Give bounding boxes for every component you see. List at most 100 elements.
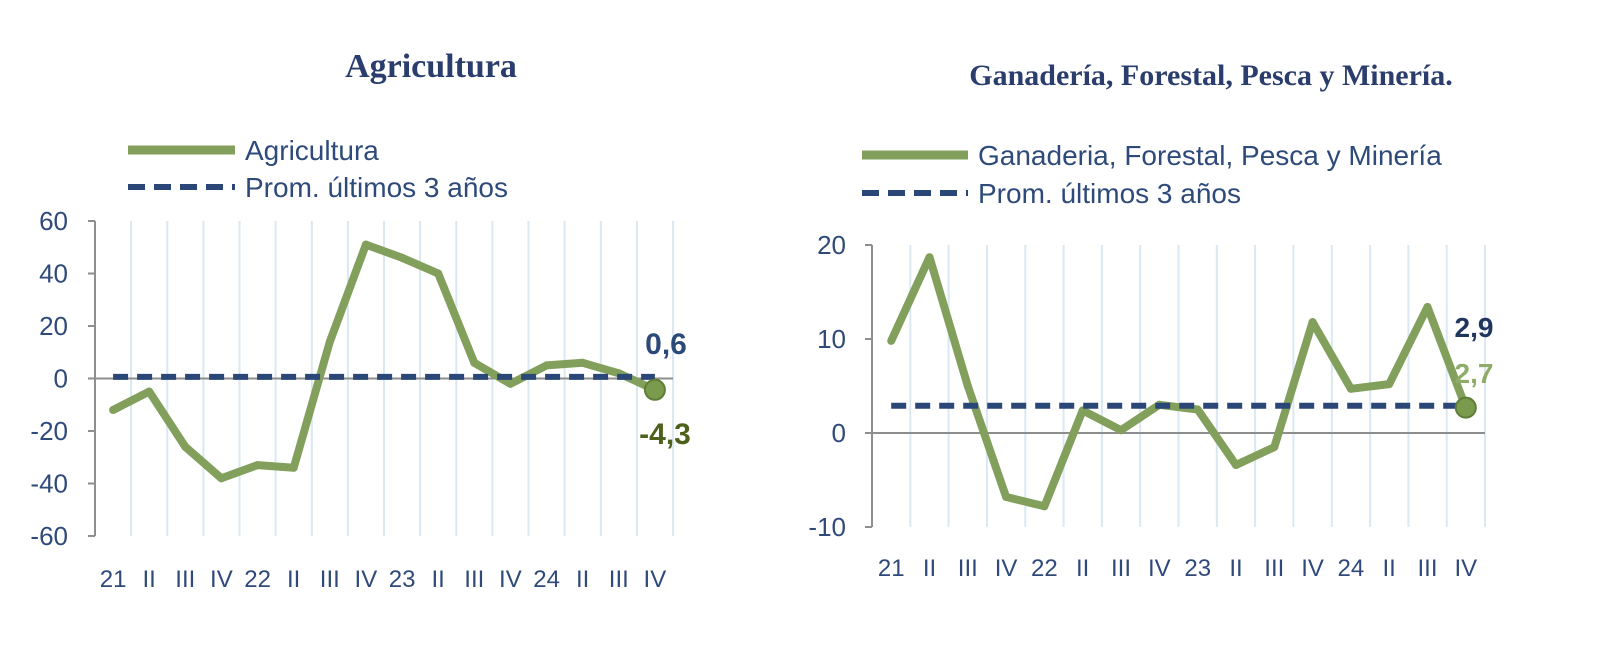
data-point (218, 374, 224, 380)
end-point-marker (1454, 396, 1477, 419)
gridlines (909, 245, 1486, 527)
chart-title: Ganadería, Forestal, Pesca y Minería. (969, 59, 1453, 92)
data-label: 0,6 (645, 328, 687, 361)
x-tick-label: IV (1148, 555, 1171, 582)
x-tick-label: 21 (878, 555, 905, 582)
data-point (888, 403, 894, 409)
data-point (289, 463, 298, 472)
data-point (1233, 403, 1239, 409)
data-point (1386, 403, 1392, 409)
data-point (616, 374, 622, 380)
series-line (887, 253, 1470, 511)
x-tick-label: IV (995, 555, 1018, 582)
data-point (1195, 403, 1201, 409)
x-tick-label: 24 (533, 566, 560, 593)
x-tick-label: IV (355, 566, 378, 593)
data-point (1270, 443, 1279, 452)
legend: Ganaderia, Forestal, Pesca y Minería Pro… (862, 140, 1442, 209)
x-tick-label: III (175, 566, 195, 593)
x-tick-label: 23 (389, 566, 416, 593)
data-point (963, 382, 972, 390)
legend-label-series: Agricultura (245, 135, 379, 166)
data-point (470, 358, 479, 367)
data-point (927, 403, 933, 409)
y-tick-label: 20 (817, 230, 846, 260)
x-tick-label: III (1417, 555, 1437, 582)
x-tick-label: II (287, 566, 300, 593)
x-tick-label: II (1383, 555, 1396, 582)
data-point (1346, 384, 1355, 393)
data-point (507, 374, 513, 380)
data-point (217, 474, 226, 483)
data-point (578, 358, 587, 367)
data-point (109, 406, 118, 414)
data-point (363, 374, 369, 380)
data-point (1232, 461, 1240, 469)
chart-agricultura: Agricultura Agricultura Prom. últimos 3 … (30, 48, 690, 593)
data-point (471, 374, 477, 380)
y-tick-label: -40 (30, 469, 68, 499)
data-point (887, 336, 896, 345)
x-tick-label: IV (1454, 555, 1477, 582)
legend: Agricultura Prom. últimos 3 años (128, 135, 508, 203)
main-series (109, 240, 659, 483)
data-point (1118, 403, 1124, 409)
legend-label-series: Ganaderia, Forestal, Pesca y Minería (978, 140, 1442, 171)
x-tick-label: III (1111, 555, 1131, 582)
x-tick-label: II (1076, 555, 1089, 582)
y-tick-label: -10 (808, 512, 846, 542)
data-point (435, 374, 441, 380)
x-tick-label: III (958, 555, 978, 582)
y-tick-label: -60 (30, 521, 68, 551)
x-tick-label: III (1264, 555, 1284, 582)
data-point (291, 374, 297, 380)
x-tick-label: IV (210, 566, 233, 593)
data-point (1041, 403, 1047, 409)
data-point (399, 374, 405, 380)
data-point (1271, 403, 1277, 409)
average-series (113, 373, 655, 380)
data-point (965, 403, 971, 409)
y-tick-label: 10 (817, 324, 846, 354)
data-point (434, 269, 443, 278)
x-tick-label: II (576, 566, 589, 593)
y-tick-label: -20 (30, 416, 68, 446)
data-point (544, 374, 550, 380)
data-label: -4,3 (639, 418, 691, 451)
data-point (925, 253, 934, 262)
x-tick-label: IV (644, 566, 667, 593)
data-point (1193, 405, 1202, 414)
y-tick-label: 0 (832, 418, 846, 448)
data-point (1002, 492, 1011, 501)
data-point (182, 374, 188, 380)
data-label: 2,9 (1455, 312, 1494, 343)
x-tick-label: II (432, 566, 445, 593)
x-tick-label: 21 (100, 566, 127, 593)
data-point (1003, 403, 1009, 409)
data-point (1308, 318, 1317, 327)
x-tick-label: IV (1301, 555, 1324, 582)
x-tick-label: III (609, 566, 629, 593)
data-point (1310, 403, 1316, 409)
data-label: 2,7 (1455, 358, 1494, 389)
data-point (1117, 426, 1125, 435)
y-tick-label: 40 (39, 259, 68, 289)
data-point (1156, 403, 1162, 409)
data-point (325, 337, 334, 346)
data-point (542, 361, 551, 370)
end-point-marker (643, 378, 666, 401)
data-point (181, 442, 190, 451)
x-tick-label: 22 (244, 566, 271, 593)
data-point (506, 379, 515, 388)
y-tick-label: 60 (39, 206, 68, 236)
x-tick-label: 24 (1338, 555, 1365, 582)
data-point (253, 461, 262, 470)
data-point (1040, 502, 1049, 511)
data-point (145, 387, 154, 396)
x-tick-label: 23 (1184, 555, 1211, 582)
data-point (398, 253, 407, 262)
x-tick-label: II (923, 555, 936, 582)
